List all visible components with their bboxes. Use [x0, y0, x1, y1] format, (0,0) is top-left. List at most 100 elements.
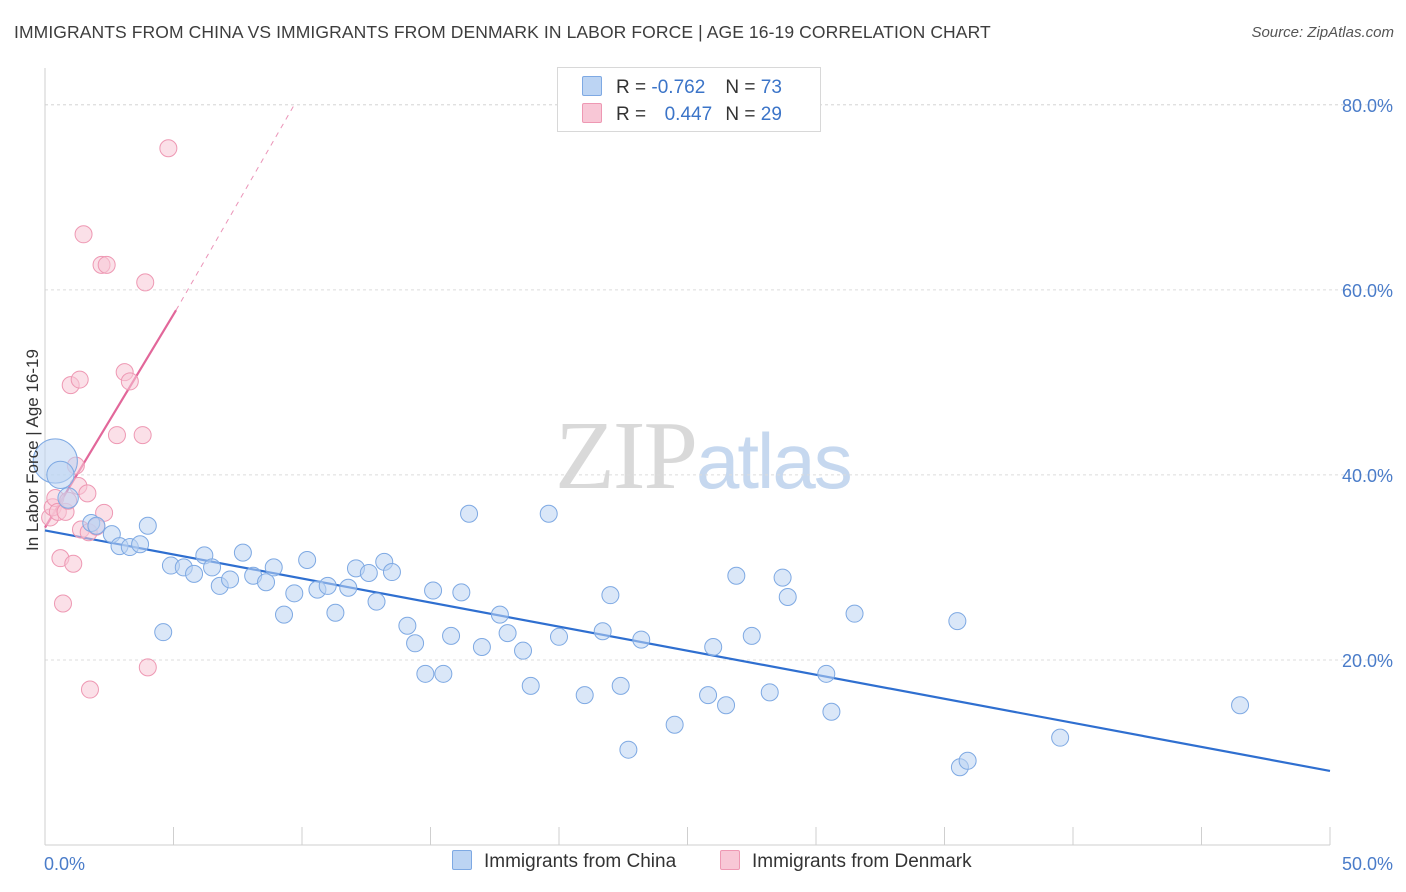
- china-swatch: [452, 850, 472, 870]
- china-point: [1051, 728, 1070, 747]
- china-r-value: -0.762: [651, 77, 706, 98]
- denmark-n-value: 29: [760, 104, 782, 125]
- denmark-point: [159, 139, 178, 158]
- china-point: [398, 616, 417, 635]
- axis-layer: [44, 68, 1331, 846]
- denmark-swatch: [720, 850, 740, 870]
- china-point: [1231, 696, 1250, 715]
- denmark-point: [53, 594, 72, 613]
- china-point: [359, 563, 378, 582]
- china-point: [550, 627, 568, 646]
- chart-source: Source: ZipAtlas.com: [1251, 24, 1394, 41]
- china-point: [778, 588, 797, 607]
- china-point: [285, 584, 304, 603]
- china-n-value: 73: [760, 77, 782, 98]
- china-point: [154, 623, 173, 642]
- watermark-atlas: atlas: [696, 417, 853, 505]
- china-point: [452, 583, 471, 602]
- china-point: [699, 686, 718, 705]
- china-point: [131, 535, 150, 554]
- china-point: [665, 715, 684, 734]
- y-axis-label: In Labor Force | Age 16-19: [23, 349, 42, 551]
- denmark-point: [97, 255, 116, 274]
- legend-label-china: Immigrants from China: [484, 851, 677, 872]
- china-point: [521, 676, 540, 695]
- legend-item-denmark: Immigrants from Denmark: [720, 850, 972, 876]
- legend-label-denmark: Immigrants from Denmark: [752, 851, 972, 872]
- denmark-point: [136, 273, 155, 292]
- denmark-point: [138, 658, 157, 677]
- y-tick-label: 40.0%: [1342, 466, 1393, 486]
- china-point: [632, 630, 651, 649]
- chart-title: IMMIGRANTS FROM CHINA VS IMMIGRANTS FROM…: [14, 22, 991, 42]
- china-point: [948, 612, 967, 631]
- china-point: [203, 558, 222, 577]
- china-point: [298, 551, 317, 570]
- china-point: [367, 592, 386, 611]
- china-point: [442, 626, 461, 645]
- denmark-point: [133, 426, 152, 445]
- denmark-point: [70, 370, 89, 389]
- tick-label-layer: 20.0% 40.0% 60.0% 80.0% 0.0% 50.0%: [44, 96, 1393, 874]
- n-label: N =: [725, 77, 756, 98]
- denmark-swatch: [582, 103, 602, 123]
- china-point: [539, 504, 558, 523]
- china-point: [490, 605, 509, 624]
- china-point: [760, 683, 779, 702]
- china-point: [46, 460, 75, 489]
- denmark-point: [64, 554, 83, 573]
- denmark-trend-extension: [175, 104, 295, 311]
- denmark-point: [74, 225, 93, 244]
- china-point: [727, 566, 746, 585]
- china-point: [382, 563, 401, 582]
- denmark-point: [78, 484, 97, 503]
- legend-row-denmark: R = 0.447 N = 29: [582, 103, 782, 127]
- china-point: [318, 576, 337, 595]
- china-point: [575, 686, 594, 705]
- y-tick-label: 20.0%: [1342, 651, 1393, 671]
- china-point: [406, 634, 425, 653]
- denmark-point: [80, 680, 99, 699]
- legend-row-china: R = -0.762 N = 73: [582, 76, 782, 100]
- trend-layer: [44, 104, 1331, 773]
- r-label: R =: [616, 77, 647, 98]
- china-trend-line: [44, 529, 1331, 773]
- x-tick-label: 0.0%: [44, 854, 85, 874]
- china-point: [593, 622, 612, 641]
- x-tick-label: 50.0%: [1342, 854, 1393, 874]
- watermark-zip: ZIP: [555, 402, 698, 510]
- china-point: [424, 581, 443, 600]
- n-label: N =: [725, 104, 756, 125]
- china-point: [138, 516, 157, 535]
- r-label: R =: [616, 104, 647, 125]
- china-point: [434, 664, 453, 683]
- china-point: [185, 564, 204, 583]
- china-swatch: [582, 76, 602, 96]
- china-point: [817, 664, 836, 683]
- china-point: [339, 578, 358, 597]
- legend-item-china: Immigrants from China: [452, 850, 676, 876]
- china-point: [514, 641, 533, 660]
- china-point: [845, 604, 864, 623]
- denmark-point: [120, 372, 139, 391]
- china-point: [472, 637, 491, 656]
- china-point: [257, 573, 276, 592]
- china-point: [264, 558, 283, 577]
- china-point: [742, 626, 761, 645]
- china-point: [233, 543, 252, 562]
- china-point: [601, 586, 620, 605]
- china-point: [221, 570, 240, 589]
- china-point: [704, 637, 723, 656]
- y-tick-label: 60.0%: [1342, 281, 1393, 301]
- denmark-r-value: 0.447: [664, 104, 713, 125]
- china-point: [958, 751, 977, 770]
- china-point: [822, 702, 841, 721]
- china-point: [87, 516, 106, 535]
- china-point: [57, 487, 79, 509]
- y-tick-label: 80.0%: [1342, 96, 1393, 116]
- stats-legend: R = -0.762 N = 73 R = 0.447 N = 29: [557, 67, 821, 132]
- denmark-point: [107, 426, 126, 445]
- watermark: ZIPatlas: [555, 400, 853, 512]
- china-point: [619, 740, 638, 759]
